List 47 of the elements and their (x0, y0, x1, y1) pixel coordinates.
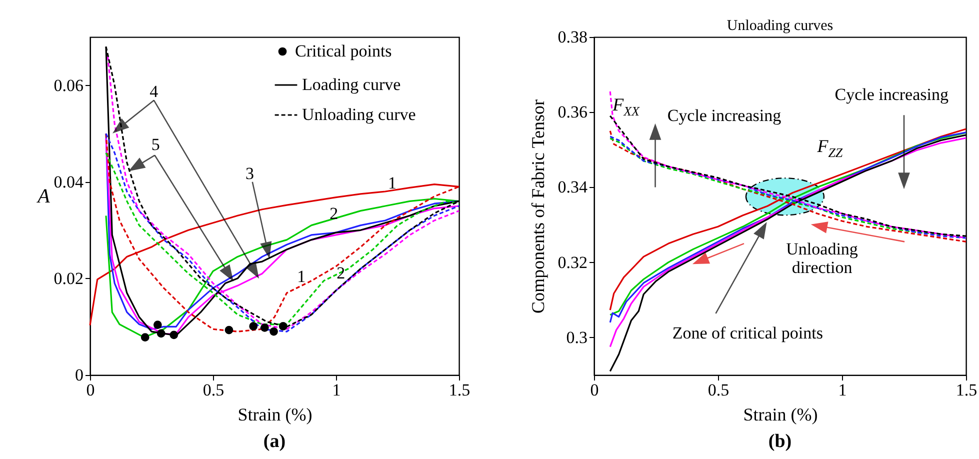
point (153, 320, 162, 329)
y-axis-title: Components of Fabric Tensor (528, 100, 548, 314)
x-axis-title: Strain (%) (743, 404, 818, 424)
legend-label: Critical points (295, 42, 392, 60)
annotation: Cycle increasing (667, 106, 782, 126)
x-tick-label: 0.5 (708, 380, 730, 400)
point (249, 322, 258, 330)
point (270, 327, 278, 336)
y-tick-label: 0.34 (558, 178, 588, 197)
text: (a) (263, 431, 286, 452)
point (224, 326, 234, 334)
x-tick-label: 0 (590, 380, 599, 400)
y-axis-title: A (36, 186, 51, 208)
legend-label: Unloading curve (302, 105, 416, 124)
y-tick-label: 0.32 (558, 252, 588, 272)
point (140, 333, 150, 342)
annotation: direction (792, 258, 853, 277)
annotation: 2 (336, 264, 346, 283)
x-axis-title: Strain (%) (238, 404, 312, 424)
x-tick-label: 0.5 (202, 380, 224, 400)
y-tick-label: 0 (75, 366, 84, 384)
annotation: 2 (330, 204, 338, 223)
annotation: 5 (151, 135, 160, 154)
chart-title: Unloading curves (726, 18, 834, 34)
x-tick-label: 1.5 (956, 380, 978, 400)
y-tick-label: 0.02 (54, 268, 84, 288)
annotation: 1 (388, 173, 396, 192)
annotation: Unloading (786, 239, 858, 258)
legend-label: Loading curve (302, 75, 401, 94)
annotation: Cycle increasing (834, 85, 949, 104)
y-tick-label: 0.38 (558, 28, 588, 46)
annotation: 4 (150, 82, 159, 102)
annotation: Zone of critical points (672, 323, 823, 342)
point (260, 324, 269, 332)
annotation: 3 (246, 164, 254, 184)
x-tick-label: 1 (332, 380, 341, 400)
annotation: 1 (297, 266, 306, 286)
y-tick-label: 0.06 (54, 76, 84, 95)
point (170, 330, 178, 340)
x-tick-label: 1 (838, 380, 847, 400)
y-tick-label: 0.3 (566, 328, 588, 347)
text: (b) (768, 431, 792, 452)
point (278, 322, 288, 330)
point (156, 329, 166, 338)
y-tick-label: 0.36 (558, 102, 588, 122)
x-tick-label: 1.5 (448, 380, 470, 400)
y-tick-label: 0.04 (54, 172, 84, 192)
